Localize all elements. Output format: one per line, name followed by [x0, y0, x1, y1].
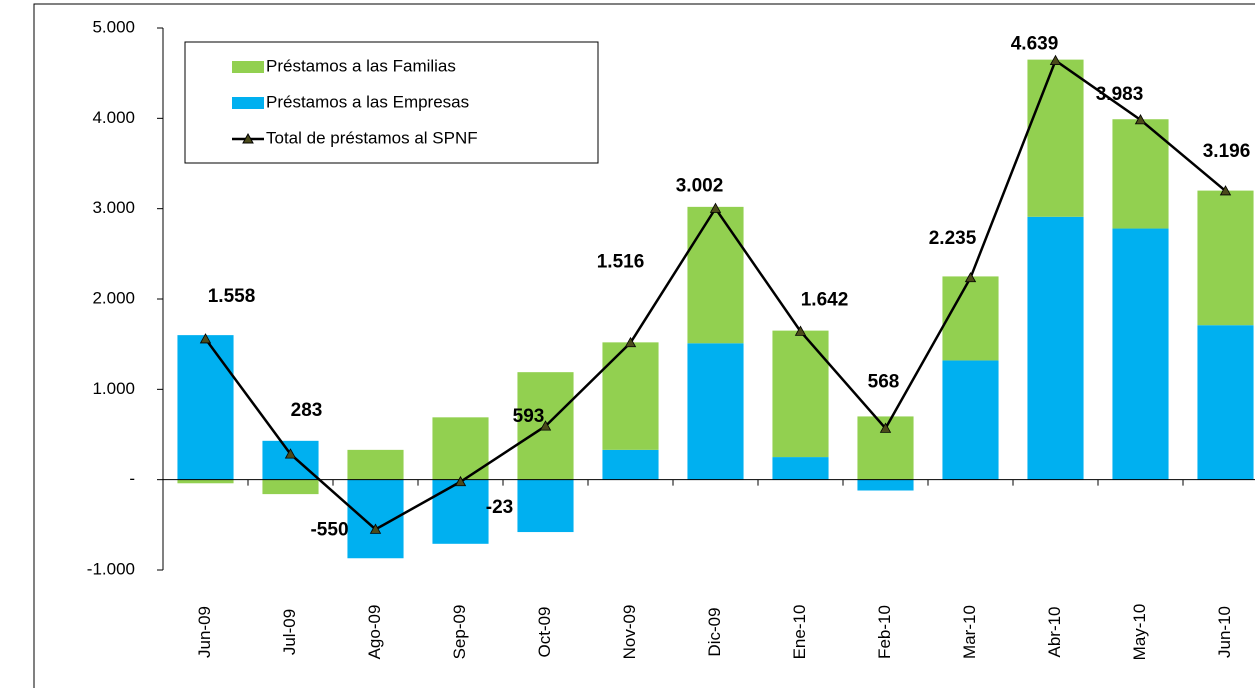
- data-label: 593: [513, 406, 545, 427]
- legend-label: Préstamos a las Familias: [266, 56, 456, 75]
- bar: [1197, 190, 1254, 326]
- bar: [347, 449, 404, 480]
- data-label: -550: [310, 519, 348, 540]
- bar: [942, 276, 999, 361]
- bar: [177, 479, 234, 484]
- x-tick-label: Jun-10: [1215, 606, 1234, 658]
- bar: [1027, 216, 1084, 480]
- bar: [262, 479, 319, 495]
- data-label: 1.516: [597, 252, 645, 273]
- bar: [857, 479, 914, 491]
- marker: [539, 420, 552, 431]
- bar: [942, 360, 999, 480]
- legend-label: Total de préstamos al SPNF: [266, 128, 478, 147]
- x-tick-label: Oct-09: [535, 606, 554, 657]
- bar: [262, 440, 319, 480]
- data-label: 3.002: [676, 176, 724, 197]
- marker: [369, 523, 382, 534]
- x-tick-label: May-10: [1130, 604, 1149, 661]
- bar: [177, 335, 234, 480]
- data-label: 568: [868, 371, 900, 392]
- marker: [199, 333, 212, 344]
- marker: [964, 271, 977, 283]
- x-tick-label: Ene-10: [790, 605, 809, 660]
- y-tick-label: 1.000: [92, 379, 135, 398]
- chart-frame: [33, 3, 1255, 688]
- marker: [1134, 114, 1147, 125]
- data-label: 2.235: [929, 228, 977, 249]
- legend-swatch: [232, 61, 264, 73]
- y-tick-label: 5.000: [92, 17, 135, 36]
- marker: [1049, 54, 1062, 66]
- y-tick-label: 4.000: [92, 108, 135, 127]
- x-tick-label: Feb-10: [875, 605, 894, 659]
- marker: [284, 448, 297, 459]
- bar: [602, 449, 659, 480]
- y-tick-label: 3.000: [92, 198, 135, 217]
- x-tick-label: Dic-09: [705, 607, 724, 656]
- marker: [454, 475, 467, 487]
- bar: [772, 457, 829, 480]
- x-tick-label: Ago-09: [365, 605, 384, 660]
- data-label: 283: [291, 400, 323, 421]
- bar: [1112, 228, 1169, 480]
- data-label: 3.983: [1096, 84, 1144, 105]
- y-tick-label: -: [129, 469, 135, 488]
- bar: [517, 479, 574, 533]
- legend-marker: [242, 132, 254, 144]
- bar: [1027, 59, 1084, 217]
- x-tick-label: Jun-09: [195, 606, 214, 658]
- y-tick-label: -1.000: [87, 559, 135, 578]
- bar: [432, 479, 489, 544]
- marker: [879, 422, 892, 433]
- bar: [602, 342, 659, 450]
- marker: [1219, 185, 1232, 196]
- x-tick-label: Mar-10: [960, 605, 979, 659]
- data-label: 1.558: [208, 286, 256, 307]
- data-label: -23: [486, 497, 513, 518]
- marker: [624, 336, 637, 348]
- data-label: 4.639: [1011, 34, 1059, 55]
- bar: [1112, 119, 1169, 229]
- x-tick-label: Jul-09: [280, 609, 299, 655]
- marker: [794, 325, 807, 336]
- data-label: 1.642: [801, 289, 849, 310]
- marker: [709, 202, 722, 213]
- data-label: 3.196: [1203, 141, 1251, 162]
- bar: [772, 330, 829, 458]
- y-tick-label: 2.000: [92, 288, 135, 307]
- legend-label: Préstamos a las Empresas: [266, 92, 469, 111]
- bar: [687, 206, 744, 344]
- legend-swatch: [232, 97, 264, 109]
- bar: [687, 343, 744, 480]
- x-tick-label: Sep-09: [450, 605, 469, 660]
- x-tick-label: Nov-09: [620, 605, 639, 660]
- bar: [1197, 325, 1254, 480]
- x-tick-label: Abr-10: [1045, 606, 1064, 657]
